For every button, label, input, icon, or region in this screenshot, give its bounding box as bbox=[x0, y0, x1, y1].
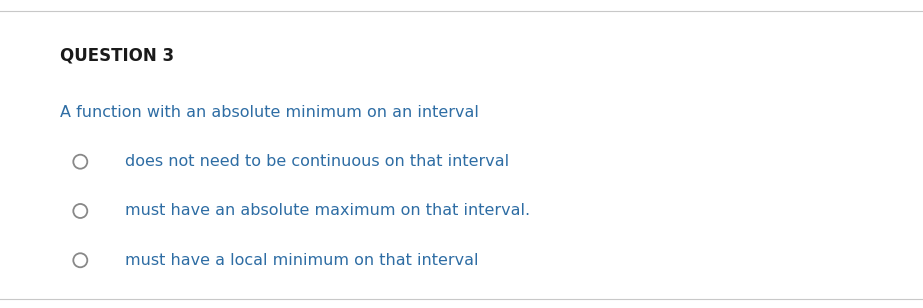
Circle shape bbox=[73, 253, 88, 267]
Text: A function with an absolute minimum on an interval: A function with an absolute minimum on a… bbox=[60, 105, 479, 120]
Text: must have an absolute maximum on that interval.: must have an absolute maximum on that in… bbox=[125, 204, 530, 218]
Text: does not need to be continuous on that interval: does not need to be continuous on that i… bbox=[125, 154, 509, 169]
Circle shape bbox=[73, 204, 88, 218]
Circle shape bbox=[73, 155, 88, 169]
Text: QUESTION 3: QUESTION 3 bbox=[60, 47, 174, 64]
Text: must have a local minimum on that interval: must have a local minimum on that interv… bbox=[125, 253, 478, 268]
